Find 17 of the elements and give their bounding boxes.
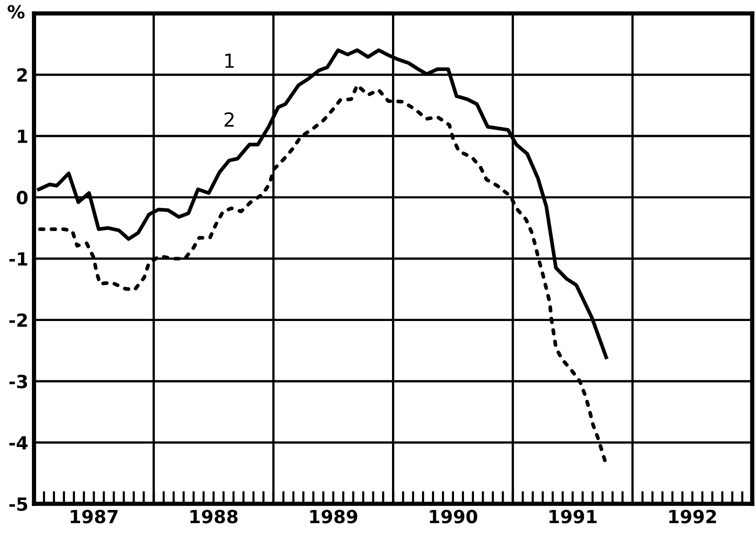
y-tick-label: 2 [17,68,27,82]
x-tick-label: 1989 [310,510,358,524]
y-axis-title: % [8,4,25,19]
x-tick-label: 1992 [669,510,716,524]
y-tick-label: 1 [18,130,28,143]
annotation: 2 [224,112,234,127]
y-tick-label: -2 [9,313,27,327]
y-tick-label: -4 [9,436,28,450]
x-tick-label: 1990 [430,510,478,524]
x-tick-label: 1991 [550,510,597,524]
y-tick-label: -5 [9,498,28,511]
x-tick-label: 1987 [70,510,118,524]
y-tick-label: 0 [16,190,28,204]
x-tick-label: 1988 [190,510,238,524]
y-tick-label: -3 [9,374,28,388]
y-tick-label: -1 [9,252,28,266]
annotation: 1 [225,54,234,68]
